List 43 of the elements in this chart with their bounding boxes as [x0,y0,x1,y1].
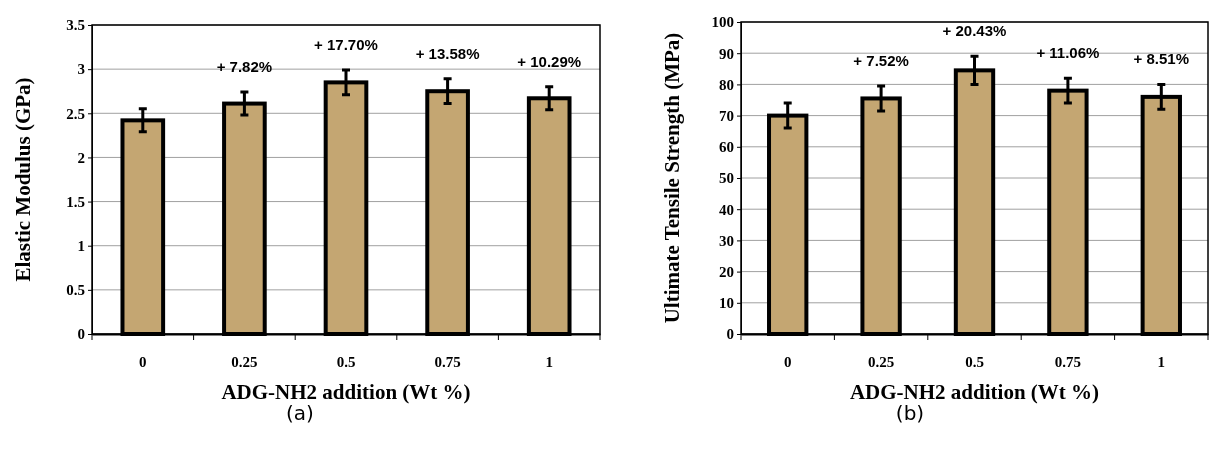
x-tick-label: 0.25 [231,353,258,370]
text: (a) [286,401,314,425]
y-tick-label: 80 [719,76,734,93]
y-tick-label: 40 [719,201,734,218]
y-tick-label: 0 [77,326,85,343]
annotation: + 10.29% [517,52,582,70]
y-tick-label: 90 [719,45,734,62]
y-tick-label: 60 [719,139,734,156]
y-tick-label: 70 [719,107,734,124]
annotation: + 13.58% [415,44,480,62]
annotation: + 7.52% [853,51,909,69]
x-tick-label: 1 [545,353,553,370]
y-tick-label: 1 [77,238,85,255]
y-tick-label: 10 [719,295,734,312]
text: (b) [895,401,925,425]
y-tick-label: 0.5 [66,282,85,299]
x-tick-label: 0.75 [434,353,461,370]
x-tick-label: 0.5 [965,353,984,370]
y-tick-label: 2.5 [66,105,85,122]
x-axis-title: ADG-NH2 addition (Wt %) [221,380,471,404]
x-tick-label: 0.5 [336,353,356,370]
annotation: + 20.43% [942,22,1007,40]
y-axis-title: Ultimate Tensile Strength (MPa) [660,32,684,324]
y-tick-label: 3 [77,61,85,78]
annotation: + 17.70% [314,36,378,54]
x-tick-label: 0.25 [867,353,895,370]
annotation: + 7.82% [216,58,273,76]
y-tick-label: 1.5 [66,193,85,210]
x-axis-title: ADG-NH2 addition (Wt %) [849,380,1100,404]
x-tick-label: 0 [783,353,792,370]
annotation: + 8.51% [1133,50,1190,68]
x-tick-label: 0.75 [1054,353,1082,370]
y-tick-label: 100 [711,14,734,31]
x-tick-label: 0 [139,353,147,370]
annotation: + 11.06% [1036,44,1100,62]
x-tick-label: 1 [1157,353,1166,370]
y-tick-label: 0 [726,326,734,343]
y-tick-label: 2 [77,149,85,166]
y-tick-label: 20 [719,263,734,280]
y-axis-title: Elastic Modulus (GPa) [11,77,35,282]
y-tick-label: 50 [719,170,734,187]
y-tick-label: 30 [719,232,734,249]
y-tick-label: 3.5 [66,17,85,34]
